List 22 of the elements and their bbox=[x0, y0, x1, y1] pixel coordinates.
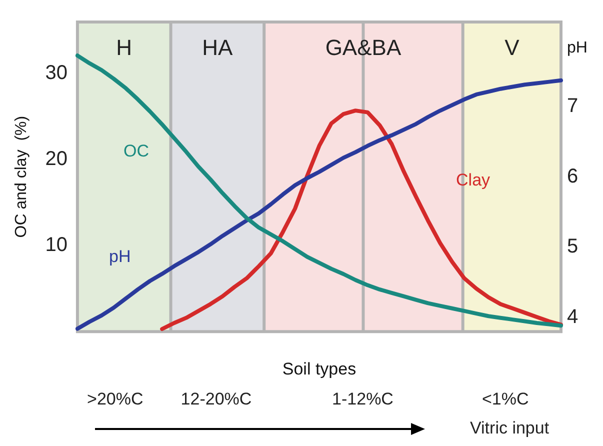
y2-axis-title: pH bbox=[567, 39, 588, 56]
annotation: H bbox=[116, 35, 132, 60]
text: >20%C bbox=[87, 390, 144, 409]
y2-tick-label: 5 bbox=[567, 236, 578, 258]
annotation: GA&BA bbox=[325, 35, 402, 60]
y2-tick-label: 6 bbox=[567, 165, 578, 188]
y-tick-label: 30 bbox=[45, 62, 68, 84]
series-label: OC bbox=[123, 142, 149, 161]
y2-tick-label: 7 bbox=[567, 94, 578, 117]
text: Clay bbox=[456, 170, 491, 190]
y-tick-label: 10 bbox=[45, 234, 68, 256]
y-tick-label: 20 bbox=[45, 148, 68, 170]
annotation: V bbox=[504, 35, 520, 60]
text: Vitric input bbox=[470, 418, 550, 438]
y2-tick-label: 4 bbox=[567, 306, 578, 328]
text: 12-20%C bbox=[180, 390, 252, 409]
annotation: HA bbox=[202, 35, 234, 60]
text: <1%C bbox=[482, 390, 529, 409]
text: 1-12%C bbox=[332, 390, 394, 409]
series-label: pH bbox=[109, 247, 131, 266]
y-axis-title: OC and clay (%) bbox=[13, 116, 30, 238]
x-axis-title: Soil types bbox=[282, 359, 356, 378]
